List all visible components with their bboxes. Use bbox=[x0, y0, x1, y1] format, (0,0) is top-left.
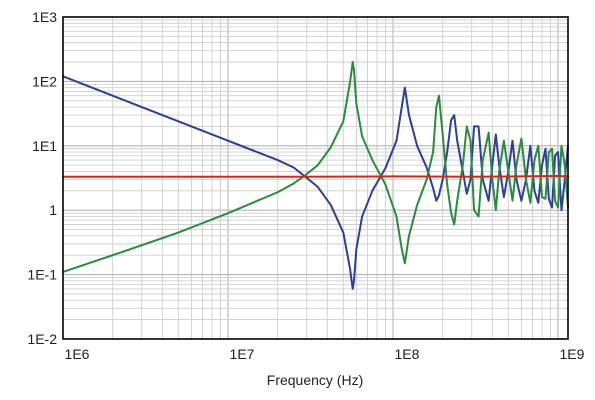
y-tick-label: 1E1 bbox=[32, 138, 57, 154]
grid bbox=[63, 17, 568, 339]
blue-series-line bbox=[62, 75, 569, 290]
y-tick-labels: 1E-2 1E-1 1 1E1 1E2 1E3 bbox=[27, 9, 57, 347]
x-tick-label: 1E8 bbox=[395, 346, 420, 362]
series-layer bbox=[62, 61, 569, 290]
y-tick-label: 1E-2 bbox=[27, 331, 57, 347]
y-tick-label: 1E3 bbox=[32, 9, 57, 25]
x-tick-label: 1E7 bbox=[230, 346, 255, 362]
y-tick-label: 1 bbox=[49, 202, 57, 218]
red-series-line bbox=[62, 174, 569, 178]
plot-area bbox=[63, 17, 568, 339]
x-axis-title: Frequency (Hz) bbox=[267, 372, 363, 388]
y-tick-label: 1E-1 bbox=[27, 267, 57, 283]
x-tick-label: 1E9 bbox=[560, 346, 585, 362]
plot-border bbox=[62, 16, 569, 340]
x-tick-label: 1E6 bbox=[65, 346, 90, 362]
green-series-line bbox=[62, 61, 569, 273]
x-tick-labels: 1E6 1E7 1E8 1E9 bbox=[65, 346, 585, 362]
y-tick-label: 1E2 bbox=[32, 73, 57, 89]
